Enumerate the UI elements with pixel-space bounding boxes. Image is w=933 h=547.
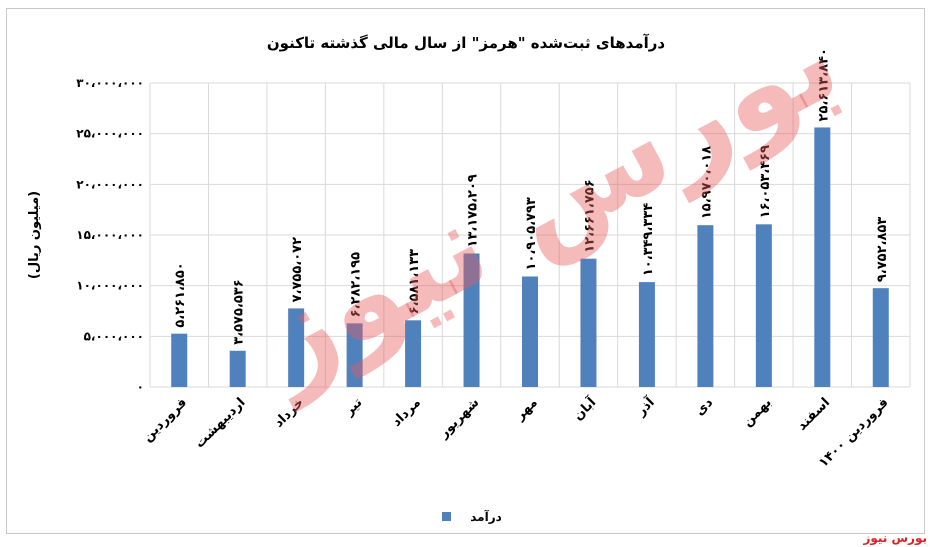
x-tick-label: بهمن	[740, 395, 775, 430]
data-label: ۱۳،۱۷۵،۲۰۹	[466, 174, 481, 247]
gridlines	[149, 82, 911, 388]
x-tick-label: شهریور	[436, 395, 483, 442]
bars	[171, 127, 889, 388]
y-tick-label: ۱۰،۰۰۰،۰۰۰	[76, 279, 144, 293]
x-tick-label: فروردین	[140, 395, 190, 445]
data-label: ۷،۷۵۵،۰۷۲	[290, 237, 305, 302]
bar	[288, 308, 305, 387]
data-label: ۱۲،۶۶۱،۷۵۶	[582, 179, 597, 252]
y-tick-label: ۲۵،۰۰۰،۰۰۰	[76, 127, 144, 141]
data-label: ۹،۷۵۲،۸۵۳	[875, 217, 890, 282]
y-tick-label: ۲۰،۰۰۰،۰۰۰	[76, 177, 144, 191]
data-label: ۶،۲۸۲،۱۹۵	[349, 252, 364, 317]
x-tick-label: اسفند	[795, 395, 833, 433]
y-axis-label: (میلیون ریال)	[27, 191, 42, 279]
data-label: ۶،۵۸۱،۱۳۳	[407, 249, 422, 314]
x-tick-label: دی	[692, 395, 716, 419]
bar	[346, 323, 363, 387]
data-label: ۱۰،۹۰۵،۷۹۳	[524, 197, 539, 270]
chart-title: درآمدهای ثبت‌شده "هرمز" از سال مالی گذشت…	[267, 34, 666, 52]
bar	[697, 225, 714, 387]
bar	[171, 333, 188, 387]
data-labels: ۵،۲۶۱،۸۵۰ ۳،۵۷۵،۵۳۶ ۷،۷۵۵،۰۷۲ ۶،۲۸۲،۱۹۵ ۶،۵۸…	[173, 48, 890, 345]
data-label: ۱۰،۳۴۹،۳۳۴	[641, 203, 656, 276]
bar	[463, 253, 480, 387]
x-tick-label: آذر	[632, 393, 658, 419]
data-label: ۲۵،۶۱۳،۸۴۰	[816, 48, 831, 121]
data-label: ۱۶،۰۵۳،۴۶۹	[758, 145, 773, 218]
bar	[405, 320, 422, 387]
y-tick-label: ۱۵،۰۰۰،۰۰۰	[76, 228, 144, 242]
data-label: ۵،۲۶۱،۸۵۰	[173, 262, 188, 327]
bar	[522, 276, 538, 387]
y-axis-ticks: ۰ ۵،۰۰۰،۰۰۰ ۱۰،۰۰۰،۰۰۰ ۱۵،۰۰۰،۰۰۰ ۲۰،۰۰۰،۰۰۰…	[76, 76, 144, 394]
bar	[638, 282, 655, 387]
bar	[872, 288, 889, 387]
x-tick-label: آبان	[569, 393, 599, 423]
bar	[755, 224, 772, 387]
data-label: ۳،۵۷۵،۵۳۶	[232, 279, 247, 344]
legend-label: درآمد	[470, 509, 502, 524]
x-tick-label: خرداد	[271, 395, 307, 431]
x-axis-ticks: فروردین اردیبهشت خرداد تیر مرداد شهریور مهر آبا…	[140, 393, 891, 470]
y-tick-label: ۰	[137, 380, 144, 394]
x-tick-label: اردیبهشت	[192, 395, 248, 451]
legend-swatch	[442, 512, 451, 521]
x-tick-label: مرداد	[389, 395, 424, 430]
bar	[229, 350, 246, 387]
x-tick-label: تیر	[341, 395, 365, 419]
y-tick-label: ۵،۰۰۰،۰۰۰	[84, 329, 144, 343]
x-tick-label: مهر	[512, 395, 541, 424]
data-label: ۱۵،۹۷۰،۰۱۸	[699, 146, 714, 219]
y-tick-label: ۳۰،۰۰۰،۰۰۰	[76, 76, 144, 90]
bar	[580, 258, 597, 387]
bar	[814, 127, 831, 388]
legend: درآمد	[442, 509, 502, 524]
footer-brand: بورس نیوز	[863, 531, 927, 545]
